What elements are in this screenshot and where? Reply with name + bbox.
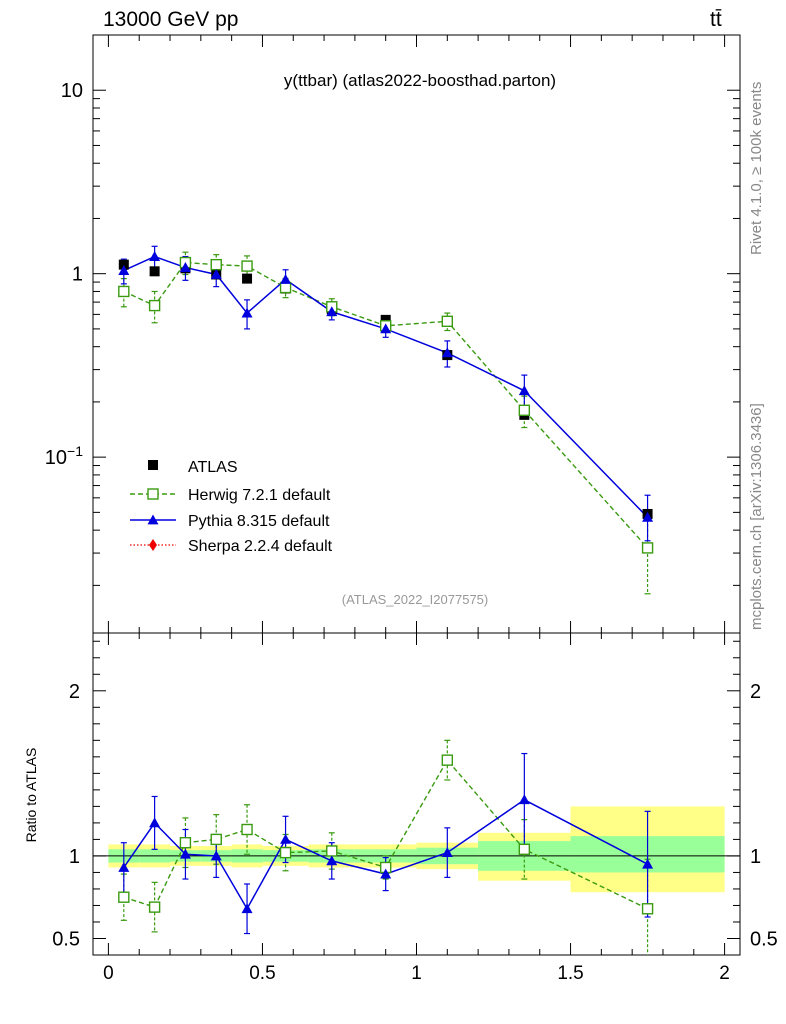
herwig-point [641,542,654,554]
pythia-point [518,385,530,396]
legend-label: Herwig 7.2.1 default [188,487,331,504]
pythia-point [241,307,253,318]
herwig-ratio-point [179,837,192,849]
ratio-y-tick-label: 1 [69,846,80,868]
main-series [118,245,654,595]
herwig-point [241,260,253,272]
legend-label: Sherpa 2.2.4 default [188,538,333,555]
x-tick-label: 0 [103,963,114,984]
x-tick-label: 2 [719,963,730,984]
pythia-point [441,347,453,358]
legend: ATLAS Herwig 7.2.1 default Pythia 8.315 de… [130,459,333,555]
ratio-y-tick-label-right: 2 [750,681,761,703]
ratio-bands [108,806,725,893]
herwig-point [148,299,161,312]
x-tick-label: 1.5 [557,963,583,984]
legend-atlas-marker [148,460,158,470]
pythia-point [326,306,338,317]
ratio-panel: 0 0.5 1 1.5 2 0.5 0.5 1 1 2 2 [52,35,778,984]
herwig-ratio-point [241,823,253,836]
herwig-ratio-point [118,891,130,903]
herwig-ratio-point [148,901,161,913]
ratio-y-tick-label: 2 [69,681,80,703]
atlas-point [380,314,391,325]
herwig-ratio-point [210,833,222,846]
pythia-ratio-point [642,858,654,869]
header-right: tt̄ [710,8,722,31]
herwig-ratio-point [441,754,454,766]
y-tick-label-0.1: 10−1 [45,443,83,469]
atlas-point [149,266,160,277]
pythia-ratio-point [518,794,530,805]
header-left: 13000 GeV pp [103,8,239,31]
chart-title: y(ttbar) (atlas2022-boosthad.parton) [284,71,556,90]
herwig-ratio-point [641,903,654,915]
atlas-point [242,273,253,284]
pythia-ratio-point [149,817,161,828]
pythia-ratio-point [441,847,453,858]
pythia-ratio-point [210,850,222,861]
pythia-point [210,268,222,279]
pythia-ratio-point [118,861,130,872]
pythia-line [123,255,649,518]
pythia-ratio-point [280,833,292,844]
pythia-point [280,273,292,284]
pythia-ratio-point [241,903,253,914]
legend-pythia-marker [147,514,159,525]
pythia-point [380,323,392,334]
herwig-point [518,404,531,417]
y-tick-label-1: 1 [72,264,83,286]
pythia-point [149,251,161,261]
pythia-point [179,262,191,272]
ratio-ylabel: Ratio to ATLAS [23,748,39,843]
herwig-ratio-point [279,846,292,859]
legend-label: ATLAS [188,459,238,476]
atlas-point [118,259,129,270]
x-tick-label: 0.5 [249,963,275,984]
ratio-y-tick-label: 0.5 [52,928,80,950]
ratio-frame [92,632,741,956]
pythia-ratio-point [380,868,392,879]
pythia-ratio-point [326,855,338,866]
ratio-y-tick-label-right: 0.5 [750,928,778,950]
ratio-series [118,739,654,955]
legend-sherpa-marker [149,539,157,551]
pythia-ratio-point [179,848,191,859]
legend-herwig-marker [147,488,159,500]
herwig-point [118,285,130,298]
herwig-ratio-point [326,845,338,857]
pythia-point [642,511,654,522]
y-tick-label-10: 10 [61,80,83,102]
pythia-point [118,265,130,275]
ratio-y-tick-label-right: 1 [750,846,761,868]
legend-label: Pythia 8.315 default [188,513,330,530]
main-panel: 10 1 10−1 [45,34,741,955]
herwig-point [441,315,454,328]
herwig-line [123,261,649,549]
herwig-ratio-point [518,843,531,856]
analysis-tag: (ATLAS_2022_I2077575) [342,592,488,607]
herwig-point [210,258,222,271]
herwig-point [279,281,292,294]
x-tick-label: 1 [411,963,422,984]
